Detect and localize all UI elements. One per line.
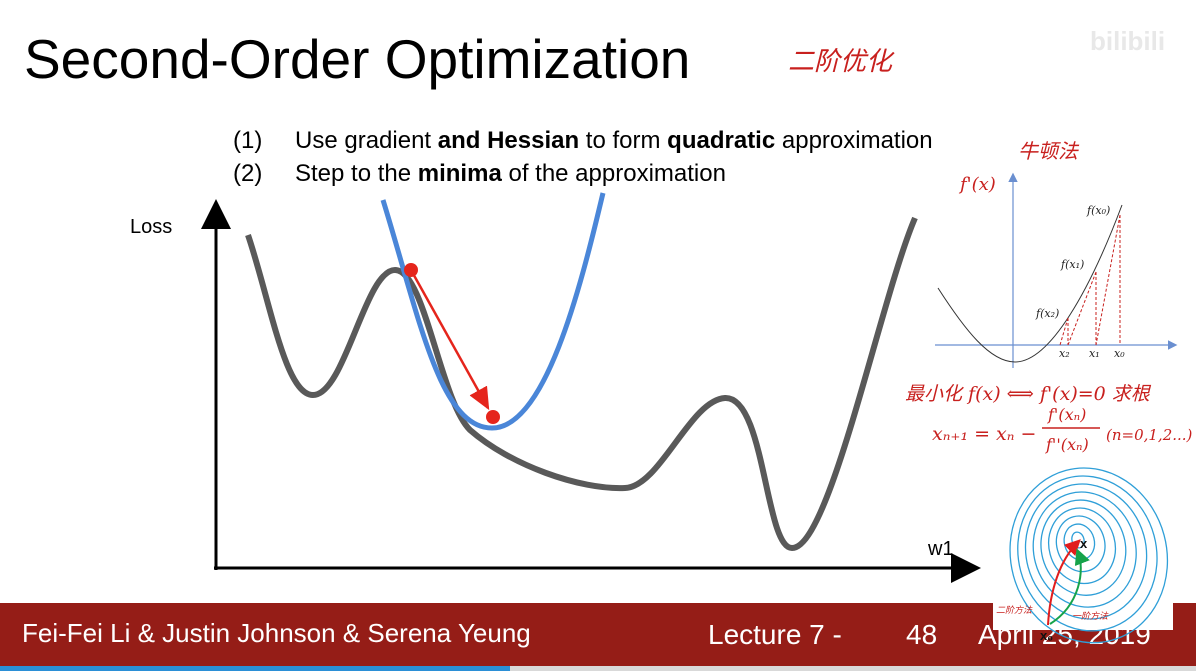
tangent-lines <box>1059 214 1121 346</box>
newton-axis-label: f'(x) <box>958 174 996 195</box>
first-order-label: 一阶方法 <box>1072 611 1109 622</box>
update-denominator: f''(xₙ) <box>1045 435 1089 454</box>
contour-line <box>1055 515 1106 573</box>
text-run: approximation <box>775 127 932 154</box>
text-run: quadratic <box>667 127 775 154</box>
update-numerator: f'(xₙ) <box>1047 405 1086 424</box>
loss-curve <box>245 216 918 552</box>
bullet-number: (2) <box>233 160 262 187</box>
quadratic-approximation <box>380 192 606 431</box>
contour-line <box>1009 467 1169 644</box>
contour-line <box>1032 491 1137 608</box>
contour-inset: x 二阶方法 一阶方法 x₀ <box>993 467 1173 644</box>
title: Second-Order Optimization <box>24 28 690 90</box>
y-axis-label: Loss <box>130 216 172 238</box>
newton-title: 牛顿法 <box>1018 139 1080 163</box>
second-order-label: 二阶方法 <box>996 605 1033 616</box>
bullet-text: Step to the minima of the approximation <box>295 160 726 187</box>
text-run: minima <box>418 160 503 187</box>
function-curve <box>937 204 1123 363</box>
footer-page: 48 <box>906 619 937 650</box>
bullet-number: (1) <box>233 127 262 154</box>
start-point <box>404 263 418 277</box>
loss-plot: Loss w1 <box>130 192 981 583</box>
contour-line <box>1048 507 1117 585</box>
step-arrow <box>409 269 490 411</box>
progress-track <box>0 666 1196 671</box>
newton-sketch: 牛顿法 f'(x) f(x₀) f(x₁) f(x₂) x₂ x₁ x₀ 最小化… <box>905 139 1193 454</box>
text-run: Use gradient <box>295 127 438 154</box>
handwritten-note: 二阶优化 <box>788 47 895 77</box>
update-range: (n=0,1,2...) <box>1106 426 1193 444</box>
start-label: x₀ <box>1040 628 1053 643</box>
text-run: of the approximation <box>502 160 726 187</box>
first-order-path <box>1049 548 1090 625</box>
text-run: to form <box>579 127 667 154</box>
point-label: f(x₂) <box>1035 307 1059 320</box>
contour-line <box>1017 475 1158 632</box>
contour-line <box>1040 499 1127 596</box>
equivalence: 最小化 f(x) ⟺ f'(x)=0 求根 <box>905 383 1152 405</box>
x-label: x₁ <box>1089 347 1100 360</box>
update-lhs: xₙ₊₁ = xₙ − <box>932 423 1036 445</box>
second-order-path <box>1047 539 1081 626</box>
footer-authors: Fei-Fei Li & Justin Johnson & Serena Yeu… <box>22 618 531 648</box>
footer-lecture: Lecture 7 - <box>708 619 842 650</box>
minimum-label: x <box>1080 536 1088 551</box>
point-label: f(x₀) <box>1086 204 1110 217</box>
watermark: bilibili <box>1090 26 1165 56</box>
x-label: x₀ <box>1114 347 1125 360</box>
point-label: f(x₁) <box>1060 258 1084 271</box>
contour-line <box>1024 483 1148 620</box>
x-axis-label: w1 <box>927 538 954 560</box>
minimum-point <box>486 410 500 424</box>
text-run: and Hessian <box>438 127 579 154</box>
text-run: Step to the <box>295 160 418 187</box>
bullet-text: Use gradient and Hessian to form quadrat… <box>295 127 933 154</box>
progress-bar <box>0 666 510 671</box>
x-label: x₂ <box>1059 347 1070 360</box>
